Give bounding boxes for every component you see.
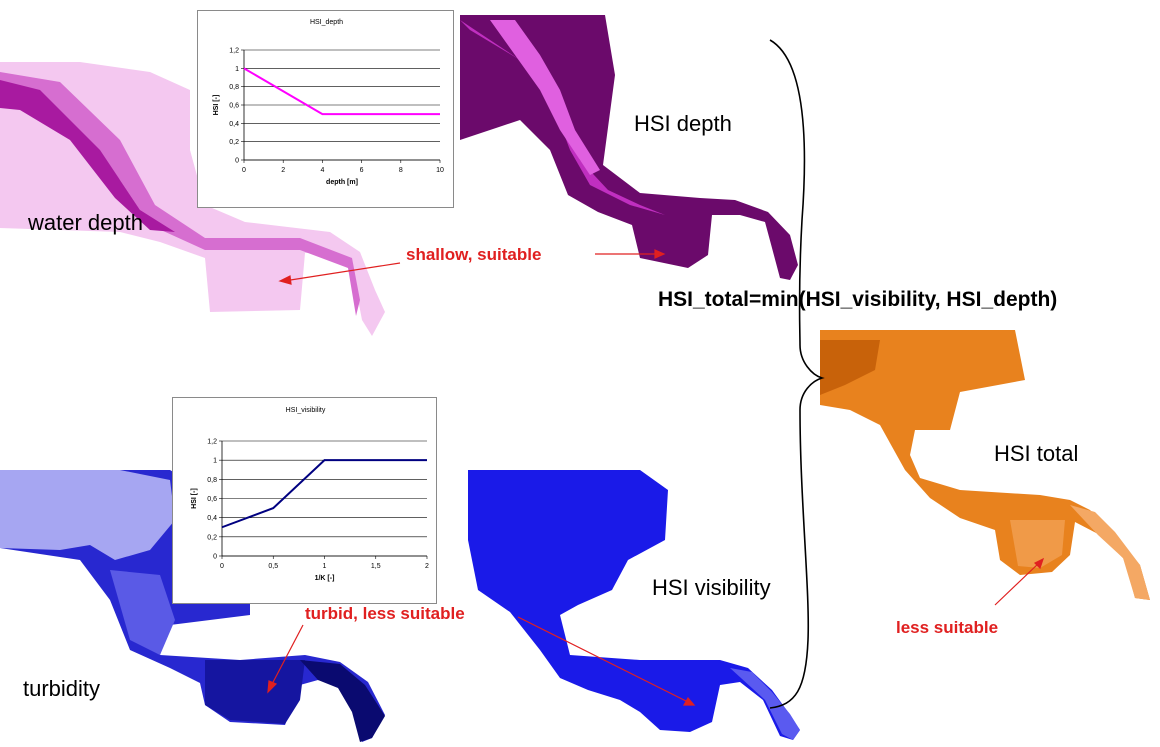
y-axis-label: HSI [-] (213, 95, 220, 116)
y-tick-label: 0,6 (207, 496, 217, 503)
shallow-suitable-annotation: shallow, suitable (406, 245, 542, 264)
y-tick-label: 0,8 (207, 477, 217, 484)
y-tick-label: 0,8 (229, 84, 239, 91)
series-line (243, 67, 440, 116)
hsi-depth-chart-svg: HSI_depth 0 0,2 0,4 0,6 0,8 1 1,2 0 2 4 6 8 10 depth [… (213, 19, 444, 186)
y-tick-label: 0,2 (207, 534, 217, 541)
x-axis-label: 1/K [-] (315, 575, 335, 582)
hsi-depth-chart: HSI_depth 0 0,2 0,4 0,6 0,8 1 1,2 0 2 4 6 8 10 depth [… (197, 10, 454, 208)
x-tick-label: 2 (425, 563, 429, 570)
y-tick-label: 1 (235, 66, 239, 73)
less-suitable-annotation: less suitable (896, 618, 999, 637)
x-tick-label: 1 (323, 563, 327, 570)
combine-brace (769, 39, 825, 709)
hsi-visibility-chart: HSI_visibility 0 0,2 0,4 0,6 0,8 1 1,2 0 0,5 1 1,5 2… (172, 397, 437, 604)
hsi-total-label: HSI total (994, 441, 1079, 466)
x-tick-label: 1,5 (371, 563, 381, 570)
y-tick-label: 0 (235, 158, 239, 165)
x-tick-label: 8 (399, 167, 403, 174)
hsi-visibility-label: HSI visibility (652, 575, 771, 600)
x-tick-label: 2 (281, 167, 285, 174)
y-tick-label: 1,2 (229, 48, 239, 55)
y-tick-label: 0,6 (229, 103, 239, 110)
water-depth-map (0, 62, 385, 336)
x-tick-label: 4 (320, 167, 324, 174)
hsi-depth-label: HSI depth (634, 111, 732, 136)
hsi-depth-map (460, 15, 798, 280)
y-tick-label: 0,4 (207, 515, 217, 522)
turbid-less-suitable-annotation: turbid, less suitable (305, 604, 465, 623)
x-tick-label: 6 (360, 167, 364, 174)
chart-title: HSI_depth (310, 19, 343, 26)
turbidity-label: turbidity (23, 676, 101, 701)
hsi-total-formula: HSI_total=min(HSI_visibility, HSI_depth) (658, 288, 1058, 311)
x-tick-label: 10 (436, 167, 444, 174)
y-tick-label: 0,2 (229, 139, 239, 146)
series-line (221, 459, 427, 529)
x-axis-label: depth [m] (326, 179, 358, 186)
y-tick-label: 0 (213, 554, 217, 561)
y-tick-label: 0,4 (229, 121, 239, 128)
hsi-visibility-map (468, 470, 800, 740)
chart-title: HSI_visibility (286, 407, 326, 414)
hsi-total-map (820, 330, 1150, 600)
y-axis-label: HSI [-] (191, 488, 198, 509)
x-tick-label: 0 (242, 167, 246, 174)
x-tick-label: 0 (220, 563, 224, 570)
hsi-visibility-chart-svg: HSI_visibility 0 0,2 0,4 0,6 0,8 1 1,2 0 0,5 1 1,5 2… (191, 407, 429, 582)
turbidity-map (0, 470, 385, 742)
y-tick-label: 1,2 (207, 439, 217, 446)
y-tick-label: 1 (213, 458, 217, 465)
water-depth-label: water depth (28, 210, 143, 235)
annotation-arrows (267, 249, 1045, 706)
x-tick-label: 0,5 (268, 563, 278, 570)
